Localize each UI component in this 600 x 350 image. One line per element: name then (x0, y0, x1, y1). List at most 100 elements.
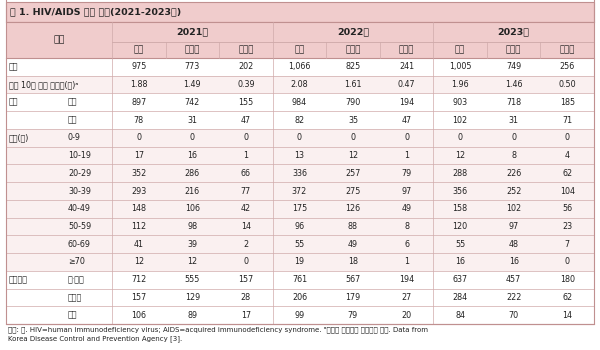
Text: 기타: 기타 (68, 311, 77, 320)
Text: 252: 252 (506, 187, 521, 196)
Text: 206: 206 (292, 293, 307, 302)
Text: 288: 288 (452, 169, 467, 178)
Text: 0.47: 0.47 (398, 80, 415, 89)
Text: 16: 16 (455, 258, 465, 266)
Text: 194: 194 (399, 275, 414, 284)
Bar (6, 93, 594, 111)
Text: 78: 78 (134, 116, 144, 125)
Text: 112: 112 (131, 222, 146, 231)
Text: 7: 7 (565, 240, 570, 249)
Text: 62: 62 (562, 293, 572, 302)
Text: 96: 96 (295, 222, 305, 231)
Text: 0: 0 (190, 133, 195, 142)
Text: 175: 175 (292, 204, 307, 213)
Text: 총계: 총계 (9, 62, 19, 71)
Text: 241: 241 (399, 62, 414, 71)
Text: 18: 18 (348, 258, 358, 266)
Text: 761: 761 (292, 275, 307, 284)
Text: 14: 14 (562, 311, 572, 320)
Text: 31: 31 (187, 116, 197, 125)
Text: ≥70: ≥70 (68, 258, 85, 266)
Text: 98: 98 (187, 222, 197, 231)
Text: 49: 49 (401, 204, 412, 213)
Text: 31: 31 (509, 116, 518, 125)
Text: 457: 457 (506, 275, 521, 284)
Text: 773: 773 (185, 62, 200, 71)
Bar (6, 253, 594, 271)
Text: 17: 17 (241, 311, 251, 320)
Text: 1,066: 1,066 (288, 62, 311, 71)
Text: 병·의원: 병·의원 (68, 275, 85, 284)
Text: 19: 19 (295, 258, 305, 266)
Bar (6, 147, 594, 164)
Text: 825: 825 (346, 62, 361, 71)
Text: 897: 897 (131, 98, 146, 107)
Text: 1: 1 (244, 151, 248, 160)
Text: 79: 79 (401, 169, 412, 178)
Text: 102: 102 (452, 116, 467, 125)
Text: 99: 99 (295, 311, 305, 320)
Text: 55: 55 (295, 240, 305, 249)
Text: 10-19: 10-19 (68, 151, 91, 160)
Text: 185: 185 (560, 98, 575, 107)
Text: 2.08: 2.08 (290, 80, 308, 89)
Text: 성별: 성별 (9, 98, 19, 107)
Bar (6, 218, 594, 235)
Text: 984: 984 (292, 98, 307, 107)
Text: 56: 56 (562, 204, 572, 213)
Text: 40-49: 40-49 (68, 204, 91, 213)
Text: 17: 17 (134, 151, 144, 160)
Text: 157: 157 (238, 275, 254, 284)
Bar (6, 235, 594, 253)
Text: 0.50: 0.50 (559, 80, 576, 89)
Text: 97: 97 (509, 222, 519, 231)
Text: 712: 712 (131, 275, 146, 284)
Text: 단위: 명. HIV=human immunodeficiency virus; AIDS=acquired immunodeficiency syndrome: 단위: 명. HIV=human immunodeficiency virus;… (8, 326, 428, 332)
Bar (6, 2, 594, 22)
Text: 0: 0 (244, 133, 248, 142)
Text: 신고기관: 신고기관 (9, 275, 28, 284)
Text: 89: 89 (187, 311, 197, 320)
Text: 12: 12 (187, 258, 197, 266)
Text: 여자: 여자 (68, 116, 77, 125)
Bar (6, 76, 594, 93)
Text: 1.61: 1.61 (344, 80, 362, 89)
Text: 외국인: 외국인 (560, 46, 575, 55)
Bar (6, 42, 594, 58)
Text: 216: 216 (185, 187, 200, 196)
Text: 352: 352 (131, 169, 146, 178)
Text: 0-9: 0-9 (68, 133, 81, 142)
Text: 1.88: 1.88 (130, 80, 148, 89)
Text: 39: 39 (187, 240, 197, 249)
Text: 내국인: 내국인 (506, 46, 521, 55)
Text: 284: 284 (452, 293, 467, 302)
Text: 60-69: 60-69 (68, 240, 91, 249)
Text: Korea Disease Control and Prevention Agency [3].: Korea Disease Control and Prevention Age… (8, 335, 182, 342)
Bar (6, 111, 594, 129)
Text: 2022년: 2022년 (337, 28, 369, 36)
Text: 194: 194 (399, 98, 414, 107)
Text: 0: 0 (511, 133, 516, 142)
Text: 256: 256 (560, 62, 575, 71)
Text: 0: 0 (136, 133, 141, 142)
Text: 84: 84 (455, 311, 465, 320)
Text: 742: 742 (185, 98, 200, 107)
Text: 126: 126 (346, 204, 361, 213)
Text: 202: 202 (238, 62, 254, 71)
Text: 48: 48 (509, 240, 518, 249)
Text: 49: 49 (348, 240, 358, 249)
Text: 인구 10만 명당 발생률(명)ᵃ: 인구 10만 명당 발생률(명)ᵃ (9, 80, 79, 89)
Text: 257: 257 (346, 169, 361, 178)
Text: 연령(세): 연령(세) (9, 133, 29, 142)
Text: 20-29: 20-29 (68, 169, 91, 178)
Text: 120: 120 (452, 222, 467, 231)
Text: 790: 790 (346, 98, 361, 107)
Text: 155: 155 (238, 98, 254, 107)
Text: 275: 275 (346, 187, 361, 196)
Text: 179: 179 (346, 293, 361, 302)
Bar (6, 129, 594, 147)
Text: 79: 79 (348, 311, 358, 320)
Text: 28: 28 (241, 293, 251, 302)
Text: 1.46: 1.46 (505, 80, 523, 89)
Text: 30-39: 30-39 (68, 187, 91, 196)
